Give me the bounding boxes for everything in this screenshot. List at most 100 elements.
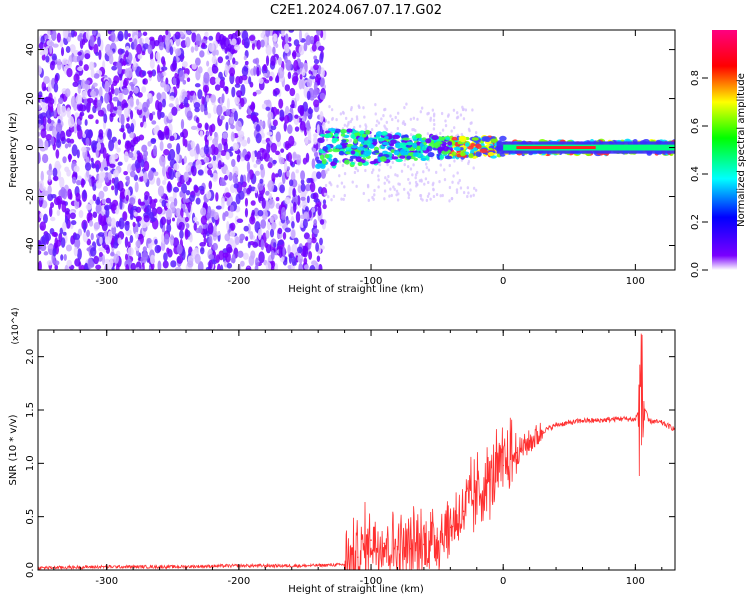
spectrogram-cell	[54, 260, 60, 266]
spectrogram-cell	[319, 154, 325, 160]
spectrogram-cell	[218, 33, 225, 46]
spectrogram-cell	[409, 117, 413, 121]
spectrogram-cell	[195, 159, 202, 170]
spectrogram-cell	[313, 135, 318, 145]
spectrogram-cell	[474, 188, 478, 192]
spectrogram-cell	[84, 119, 88, 126]
spectrogram-cell	[190, 46, 195, 53]
spectrogram-cell	[38, 131, 41, 137]
spectrogram-cell	[132, 221, 136, 228]
colorbar-tick-label: 0.4	[690, 166, 701, 182]
spectrogram-cell	[60, 254, 64, 261]
spectrogram-cell	[241, 74, 248, 81]
spectrogram-cell	[269, 228, 275, 238]
spectrogram-cell	[234, 83, 241, 88]
spectrogram-cell	[150, 138, 157, 145]
snr-xtick-label: 0	[500, 576, 506, 587]
spectrogram-cell	[157, 260, 162, 270]
spectrogram-cell	[62, 221, 67, 232]
spectrogram-cell	[438, 136, 446, 141]
spectrogram-cell	[322, 203, 327, 210]
spectrogram-cell	[243, 55, 247, 61]
spectrogram-cell	[52, 167, 58, 178]
spectrogram-cell	[286, 170, 290, 178]
spectrogram-cell	[330, 198, 333, 202]
spectrogram-cell	[114, 141, 118, 150]
spectrogram-cell	[406, 155, 412, 160]
snr-ytick-label: 1.5	[25, 402, 36, 418]
spectrogram-cell	[207, 205, 212, 218]
spectrogram-cell	[92, 82, 98, 87]
spectrogram-cell	[97, 232, 105, 237]
spectrogram-cell	[110, 83, 114, 93]
spectrogram-cell	[179, 190, 184, 198]
spectrogram-cell	[214, 132, 219, 144]
spectrogram-cell	[141, 251, 149, 261]
spectrogram-cell	[71, 144, 78, 157]
spectrogram-cell	[142, 78, 146, 85]
spectrogram-cell	[185, 207, 189, 217]
spectrogram-cell	[431, 135, 439, 141]
spectrogram-cell	[422, 170, 425, 174]
spectrogram-cell	[452, 174, 455, 178]
spectrogram-cell	[441, 128, 445, 132]
spectrogram-cell	[51, 53, 57, 61]
spectrogram-cell	[303, 257, 308, 265]
spectrogram-cell	[98, 49, 102, 60]
spectrogram-cell	[153, 198, 158, 204]
spectrogram-cell	[208, 180, 213, 190]
spectrogram-cell	[409, 188, 412, 192]
spectrogram-cell	[345, 151, 351, 155]
spectrogram-cell	[58, 97, 64, 105]
spectrogram-cell	[375, 131, 383, 137]
spectrogram-cell	[248, 76, 252, 85]
spectrogram-cell	[427, 192, 431, 196]
spectrogram-cell	[73, 123, 78, 134]
spectrogram-cell	[475, 143, 482, 149]
spectrogram-cell	[344, 116, 348, 120]
spectrogram-cell	[295, 169, 299, 174]
spectrogram-cell	[68, 153, 72, 163]
spectrogram-cell	[194, 57, 201, 66]
spectrogram-cell	[224, 210, 229, 217]
spectrogram-cell	[174, 72, 178, 79]
spectrogram-cell	[294, 114, 299, 119]
spectrogram-cell	[251, 209, 255, 216]
spectrogram-cell	[162, 179, 167, 185]
spectrogram-cell	[288, 135, 295, 147]
spectrogram-cell	[52, 247, 57, 257]
spectrogram-cell	[298, 61, 304, 69]
spectrogram-cell	[77, 84, 82, 94]
spectrogram-cell	[143, 150, 149, 157]
spectrogram-cell	[167, 112, 173, 120]
spectrogram-cell	[306, 120, 311, 132]
spectrogram-cell	[47, 193, 54, 202]
spectrogram-cell	[300, 170, 306, 181]
spectrogram-cell	[265, 229, 270, 239]
spectrogram-cell	[414, 176, 417, 180]
spectrogram-cell	[367, 198, 371, 202]
spectrogram-cell	[157, 72, 162, 83]
spectrogram-cell	[85, 137, 90, 146]
spectrogram-cell	[207, 112, 212, 119]
spectrogram-cell	[261, 148, 268, 160]
spectrogram-cell	[359, 130, 365, 134]
spectrogram-cell	[251, 150, 255, 163]
spectrogram-cell	[45, 96, 52, 101]
spectrogram-cell	[212, 50, 217, 57]
spectrogram-cell	[127, 246, 134, 257]
spectrogram-cell	[195, 197, 201, 205]
spectrogram-cell	[213, 146, 219, 156]
spectrogram-cell	[130, 110, 134, 120]
spectrogram-cell	[186, 260, 194, 268]
spectrogram-cell	[322, 146, 328, 152]
spectrogram-cell	[427, 168, 431, 172]
spectrogram-cell	[142, 171, 148, 184]
spectrogram-cell	[63, 253, 67, 261]
spectrogram-cell	[195, 143, 200, 155]
spectrogram-cell	[275, 43, 279, 49]
spectrogram-cell	[232, 172, 238, 184]
spectrogram-cell	[243, 225, 249, 232]
spectrogram-cell	[118, 217, 125, 230]
spectrogram-cell	[250, 101, 255, 113]
